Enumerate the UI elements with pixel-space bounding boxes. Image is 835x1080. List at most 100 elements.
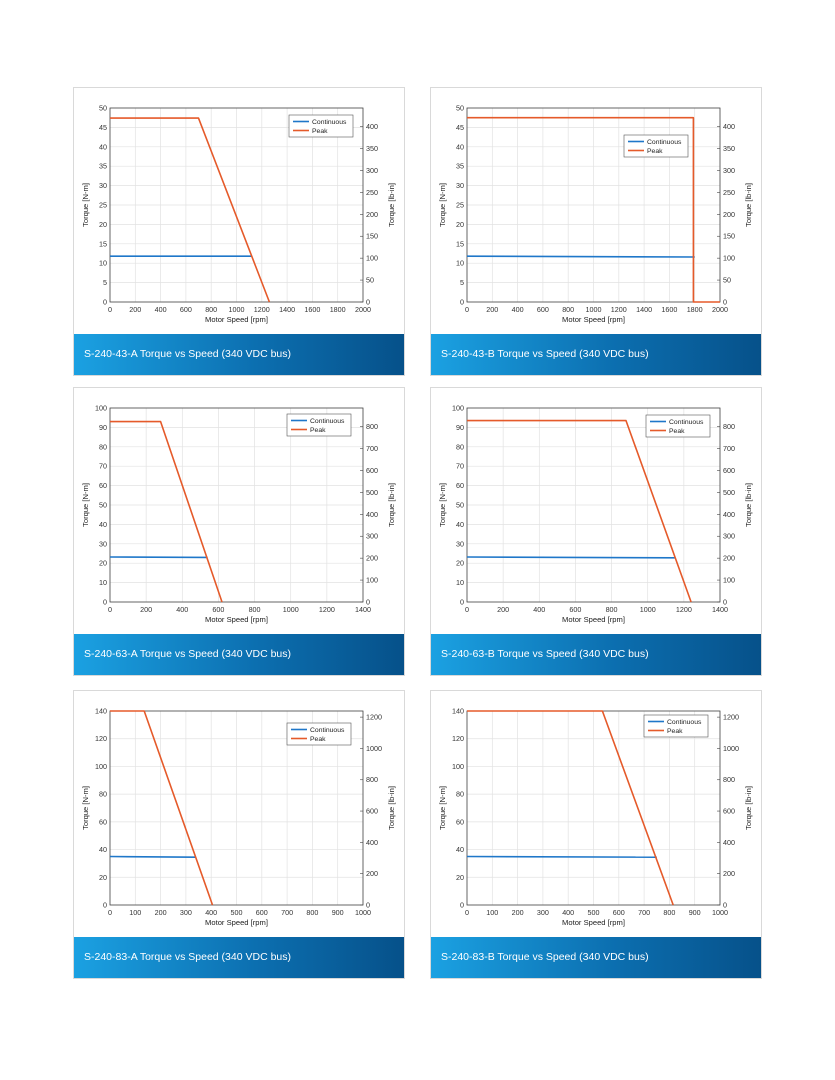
- y2-axis-label: Torque [lb-in]: [387, 483, 396, 527]
- y2-tick-label: 250: [723, 188, 735, 197]
- x-tick-label: 2000: [712, 305, 728, 314]
- y2-tick-label: 800: [366, 775, 378, 784]
- legend: Continuous Peak: [623, 134, 689, 158]
- x-tick-label: 200: [512, 908, 524, 917]
- x-tick-label: 200: [486, 305, 498, 314]
- y-tick-label: 60: [99, 481, 107, 490]
- x-axis-label: Motor Speed [rpm]: [562, 615, 625, 624]
- x-tick-label: 800: [306, 908, 318, 917]
- x-axis-label: Motor Speed [rpm]: [562, 918, 625, 927]
- y-tick-label: 10: [99, 578, 107, 587]
- y2-tick-label: 400: [366, 122, 378, 131]
- chart-card-s240-83b: 0 100 200 300 400 500 600 700 800 900 1000 0 20 40 60 8…: [430, 690, 762, 979]
- chart-caption: S-240-43-B Torque vs Speed (340 VDC bus): [431, 334, 761, 375]
- x-tick-label: 0: [465, 305, 469, 314]
- y-tick-label: 50: [99, 104, 107, 113]
- x-tick-label: 1200: [254, 305, 270, 314]
- y2-tick-label: 0: [723, 901, 727, 910]
- y2-tick-label: 100: [723, 576, 735, 585]
- y-tick-label: 100: [452, 404, 464, 413]
- series-line-continuous: [466, 255, 695, 258]
- x-tick-label: 500: [231, 908, 243, 917]
- y2-tick-label: 500: [723, 488, 735, 497]
- y-tick-label: 20: [456, 559, 464, 568]
- x-tick-label: 900: [332, 908, 344, 917]
- y2-tick-label: 200: [366, 210, 378, 219]
- y-tick-label: 80: [456, 790, 464, 799]
- y-tick-label: 40: [99, 520, 107, 529]
- y2-tick-label: 800: [366, 422, 378, 431]
- chart-caption: S-240-83-B Torque vs Speed (340 VDC bus): [431, 937, 761, 978]
- legend: Continuous Peak: [286, 722, 352, 746]
- x-tick-label: 1400: [355, 605, 371, 614]
- y-tick-label: 90: [456, 423, 464, 432]
- axes-frame: [109, 107, 364, 303]
- y-tick-label: 25: [99, 201, 107, 210]
- y2-tick-label: 150: [723, 232, 735, 241]
- series-line-continuous: [466, 556, 675, 559]
- y-tick-label: 60: [456, 481, 464, 490]
- y2-tick-label: 500: [366, 488, 378, 497]
- legend-label: Peak: [310, 427, 326, 434]
- x-tick-label: 1000: [229, 305, 245, 314]
- series-line-peak: [110, 710, 214, 906]
- x-tick-label: 1000: [640, 605, 656, 614]
- x-tick-label: 400: [205, 908, 217, 917]
- x-tick-label: 1000: [712, 908, 728, 917]
- legend-label: Continuous: [310, 418, 345, 425]
- y2-tick-label: 100: [366, 576, 378, 585]
- y2-axis-label: Torque [lb-in]: [744, 483, 753, 527]
- legend: Continuous Peak: [643, 714, 709, 738]
- y-tick-label: 50: [456, 104, 464, 113]
- chart-caption: S-240-43-A Torque vs Speed (340 VDC bus): [74, 334, 404, 375]
- chart-card-s240-63a: 0 200 400 600 800 1000 1200 1400 0 10 20 30 40 50 60 70…: [73, 387, 405, 676]
- y2-tick-label: 700: [723, 444, 735, 453]
- torque-speed-chart: 0 100 200 300 400 500 600 700 800 900 100002040608…: [81, 707, 396, 928]
- y-tick-label: 40: [99, 845, 107, 854]
- torque-speed-chart: 0 100 200 300 400 500 600 700 800 900 100002040608…: [438, 707, 753, 928]
- y-tick-label: 20: [99, 220, 107, 229]
- series-line-peak: [467, 419, 692, 603]
- x-tick-label: 1000: [586, 305, 602, 314]
- y-axis-label: Torque [N-m]: [81, 786, 90, 830]
- y-tick-label: 80: [99, 442, 107, 451]
- y-tick-label: 0: [460, 901, 464, 910]
- y2-tick-label: 350: [723, 144, 735, 153]
- y2-tick-label: 600: [366, 807, 378, 816]
- x-tick-label: 600: [256, 908, 268, 917]
- x-tick-label: 400: [155, 305, 167, 314]
- y-tick-label: 140: [95, 707, 107, 716]
- y-tick-label: 0: [103, 598, 107, 607]
- y-tick-label: 10: [456, 259, 464, 268]
- y-tick-label: 120: [452, 734, 464, 743]
- y-tick-label: 15: [456, 239, 464, 248]
- y-tick-label: 20: [456, 873, 464, 882]
- y2-tick-label: 400: [366, 510, 378, 519]
- x-tick-label: 200: [497, 605, 509, 614]
- chart-card-s240-63b: 0 200 400 600 800 1000 1200 1400 0 10 20 30 40 50 60 70…: [430, 387, 762, 676]
- y-tick-label: 5: [103, 278, 107, 287]
- y-tick-label: 25: [456, 201, 464, 210]
- y-tick-label: 0: [103, 298, 107, 307]
- y2-tick-label: 250: [366, 188, 378, 197]
- series-line-peak: [110, 117, 271, 303]
- x-tick-label: 200: [140, 605, 152, 614]
- y2-tick-label: 400: [723, 838, 735, 847]
- legend-box: [288, 114, 354, 138]
- x-tick-label: 600: [212, 605, 224, 614]
- x-tick-label: 400: [176, 605, 188, 614]
- legend-label: Peak: [312, 128, 328, 135]
- x-axis-label: Motor Speed [rpm]: [562, 315, 625, 324]
- y2-tick-label: 0: [723, 298, 727, 307]
- y2-axis-label: Torque [lb-in]: [387, 786, 396, 830]
- y2-tick-label: 200: [723, 554, 735, 563]
- series-line-continuous: [466, 855, 657, 858]
- x-tick-label: 800: [205, 305, 217, 314]
- x-tick-label: 1200: [319, 605, 335, 614]
- x-tick-label: 0: [108, 605, 112, 614]
- legend: Continuous Peak: [286, 413, 352, 437]
- legend-box: [286, 722, 352, 746]
- torque-speed-chart: 0 200 400 600 800 1000 1200 1400 1600 1800 2000051…: [438, 104, 753, 325]
- axes-frame: [109, 407, 364, 603]
- y-tick-label: 70: [99, 462, 107, 471]
